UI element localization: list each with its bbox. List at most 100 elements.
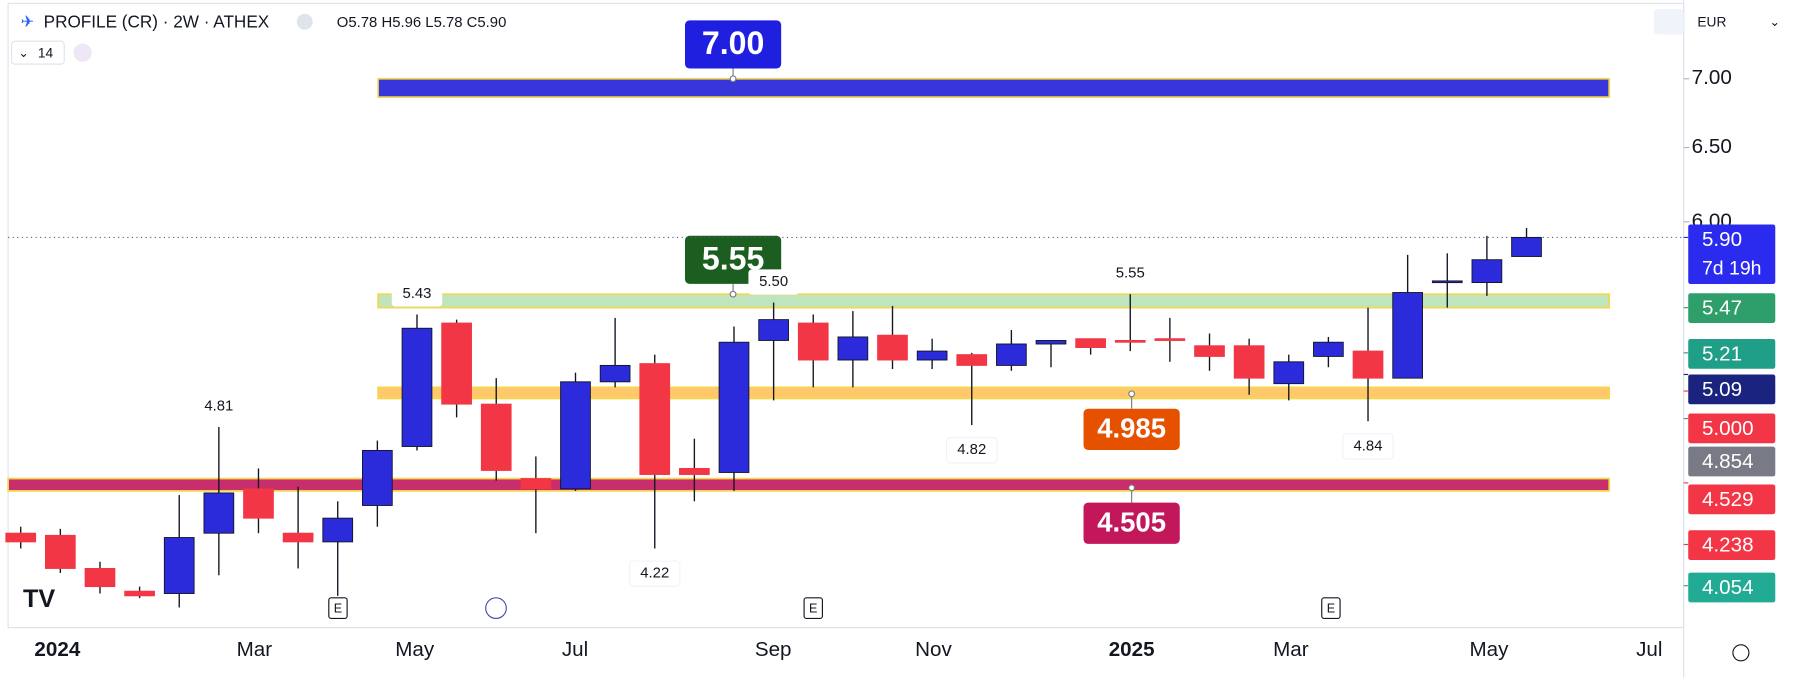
price-label-box [1688, 530, 1776, 561]
candle-body [203, 492, 235, 534]
zone-anchor [1128, 390, 1136, 398]
x-tick-label: Sep [755, 638, 792, 661]
price-label-box [1688, 446, 1776, 477]
zone [377, 77, 1611, 98]
x-tick-label: Jul [1636, 638, 1662, 661]
currency-box[interactable] [1690, 9, 1785, 37]
price-label-box [1688, 293, 1776, 323]
x-tick-label: May [1469, 638, 1509, 661]
high-label: 5.43 [403, 286, 432, 302]
price-label: 5.000 [1702, 417, 1754, 440]
x-tick-label: Mar [237, 638, 273, 661]
settings-dot[interactable] [296, 13, 313, 30]
price-label-box [1688, 413, 1776, 444]
candle-body [1233, 345, 1265, 379]
candle-body [1352, 350, 1384, 379]
high-label: 4.81 [204, 398, 233, 414]
x-tick-label: 2024 [34, 638, 80, 661]
low-label-box [945, 437, 998, 464]
interval-input: 14 [38, 45, 54, 60]
zone-label-box [1083, 408, 1180, 450]
zone-label: 4.505 [1097, 507, 1166, 538]
candle-body [124, 590, 155, 597]
price-label: 4.854 [1702, 450, 1754, 473]
candle-body [758, 319, 789, 341]
chevron: ⌄ [18, 46, 29, 60]
candle-body [163, 537, 195, 594]
price-label: 5.21 [1702, 342, 1742, 365]
candle-body [1511, 236, 1542, 257]
candle-body [1273, 361, 1305, 385]
zone-label-box [1083, 502, 1180, 544]
candle-body [243, 488, 274, 519]
candle-body [837, 336, 869, 361]
candle-body [362, 449, 393, 506]
candle-body [1035, 340, 1067, 345]
price-label: 4.054 [1702, 576, 1754, 599]
ohlc: O5.78 H5.96 L5.78 C5.90 [337, 15, 507, 31]
low-label: 4.84 [1354, 438, 1383, 454]
x-tick-label: Nov [915, 638, 952, 661]
currency: EUR [1697, 15, 1726, 30]
candle-body [599, 364, 631, 383]
price-label: 5.09 [1702, 378, 1742, 401]
event-marker [328, 597, 348, 620]
candle-body [560, 381, 591, 490]
candle-body [5, 532, 37, 543]
price-label-box [1688, 572, 1776, 603]
candle-body [797, 322, 829, 361]
interval-box[interactable] [10, 40, 65, 65]
price-label: 5.90 [1702, 228, 1742, 251]
candle-body [480, 403, 512, 471]
event-marker [803, 597, 823, 620]
x-tick-label: 2025 [1109, 638, 1155, 661]
price-label: 4.529 [1702, 488, 1754, 511]
candle-body [877, 334, 908, 361]
low-label-box [628, 560, 681, 587]
y-tick-label: 7.00 [1692, 66, 1732, 89]
candle-body [322, 517, 354, 543]
event-marker-text: E [809, 602, 817, 616]
zone-label: 4.985 [1097, 413, 1166, 444]
zone-label: 7.00 [702, 25, 764, 61]
price-label-box [1688, 339, 1776, 369]
candle-body [916, 350, 948, 361]
settings-icon[interactable] [1732, 644, 1750, 662]
header: ✈ PROFILE (CR) · 2W · ATHEX O5.78 H5.96 … [10, 9, 1785, 65]
low-label-box [1342, 433, 1394, 460]
dividend-marker [485, 597, 507, 620]
zone-anchor [729, 75, 737, 83]
price-label-box [1688, 484, 1776, 515]
zone [7, 477, 1611, 492]
price-label: 5.47 [1702, 297, 1742, 320]
candle-body [956, 354, 988, 366]
price-label: 4.238 [1702, 534, 1754, 557]
logo-icon: ✈ [21, 13, 34, 31]
candle-body [520, 478, 552, 490]
high-label-box [193, 393, 245, 419]
x-tick-label: Jul [562, 638, 588, 661]
y-tick-label: 6.50 [1692, 135, 1732, 158]
zone [377, 293, 1611, 309]
candle-body [1194, 345, 1225, 357]
candle-body [1114, 340, 1146, 343]
event-marker [1321, 597, 1341, 620]
chevron: ⌄ [1770, 15, 1781, 29]
candle-body [84, 568, 116, 588]
price-countdown: 7d 19h [1702, 257, 1762, 279]
high-label-box [391, 281, 443, 307]
candle-body [401, 327, 433, 447]
high-label-box [1105, 260, 1156, 287]
button[interactable] [1653, 9, 1684, 35]
symbol: PROFILE (CR) · 2W · ATHEX [44, 11, 270, 31]
zone-label-box [684, 20, 782, 69]
price-label-box [1688, 374, 1776, 405]
zone-anchor [1128, 484, 1136, 492]
tv-logo: TV [23, 585, 55, 613]
candle-body [1431, 280, 1463, 284]
event-marker-text: E [1327, 602, 1335, 616]
low-label: 4.22 [640, 566, 669, 582]
x-tick-label: May [395, 638, 435, 661]
refresh-button[interactable] [73, 43, 92, 62]
